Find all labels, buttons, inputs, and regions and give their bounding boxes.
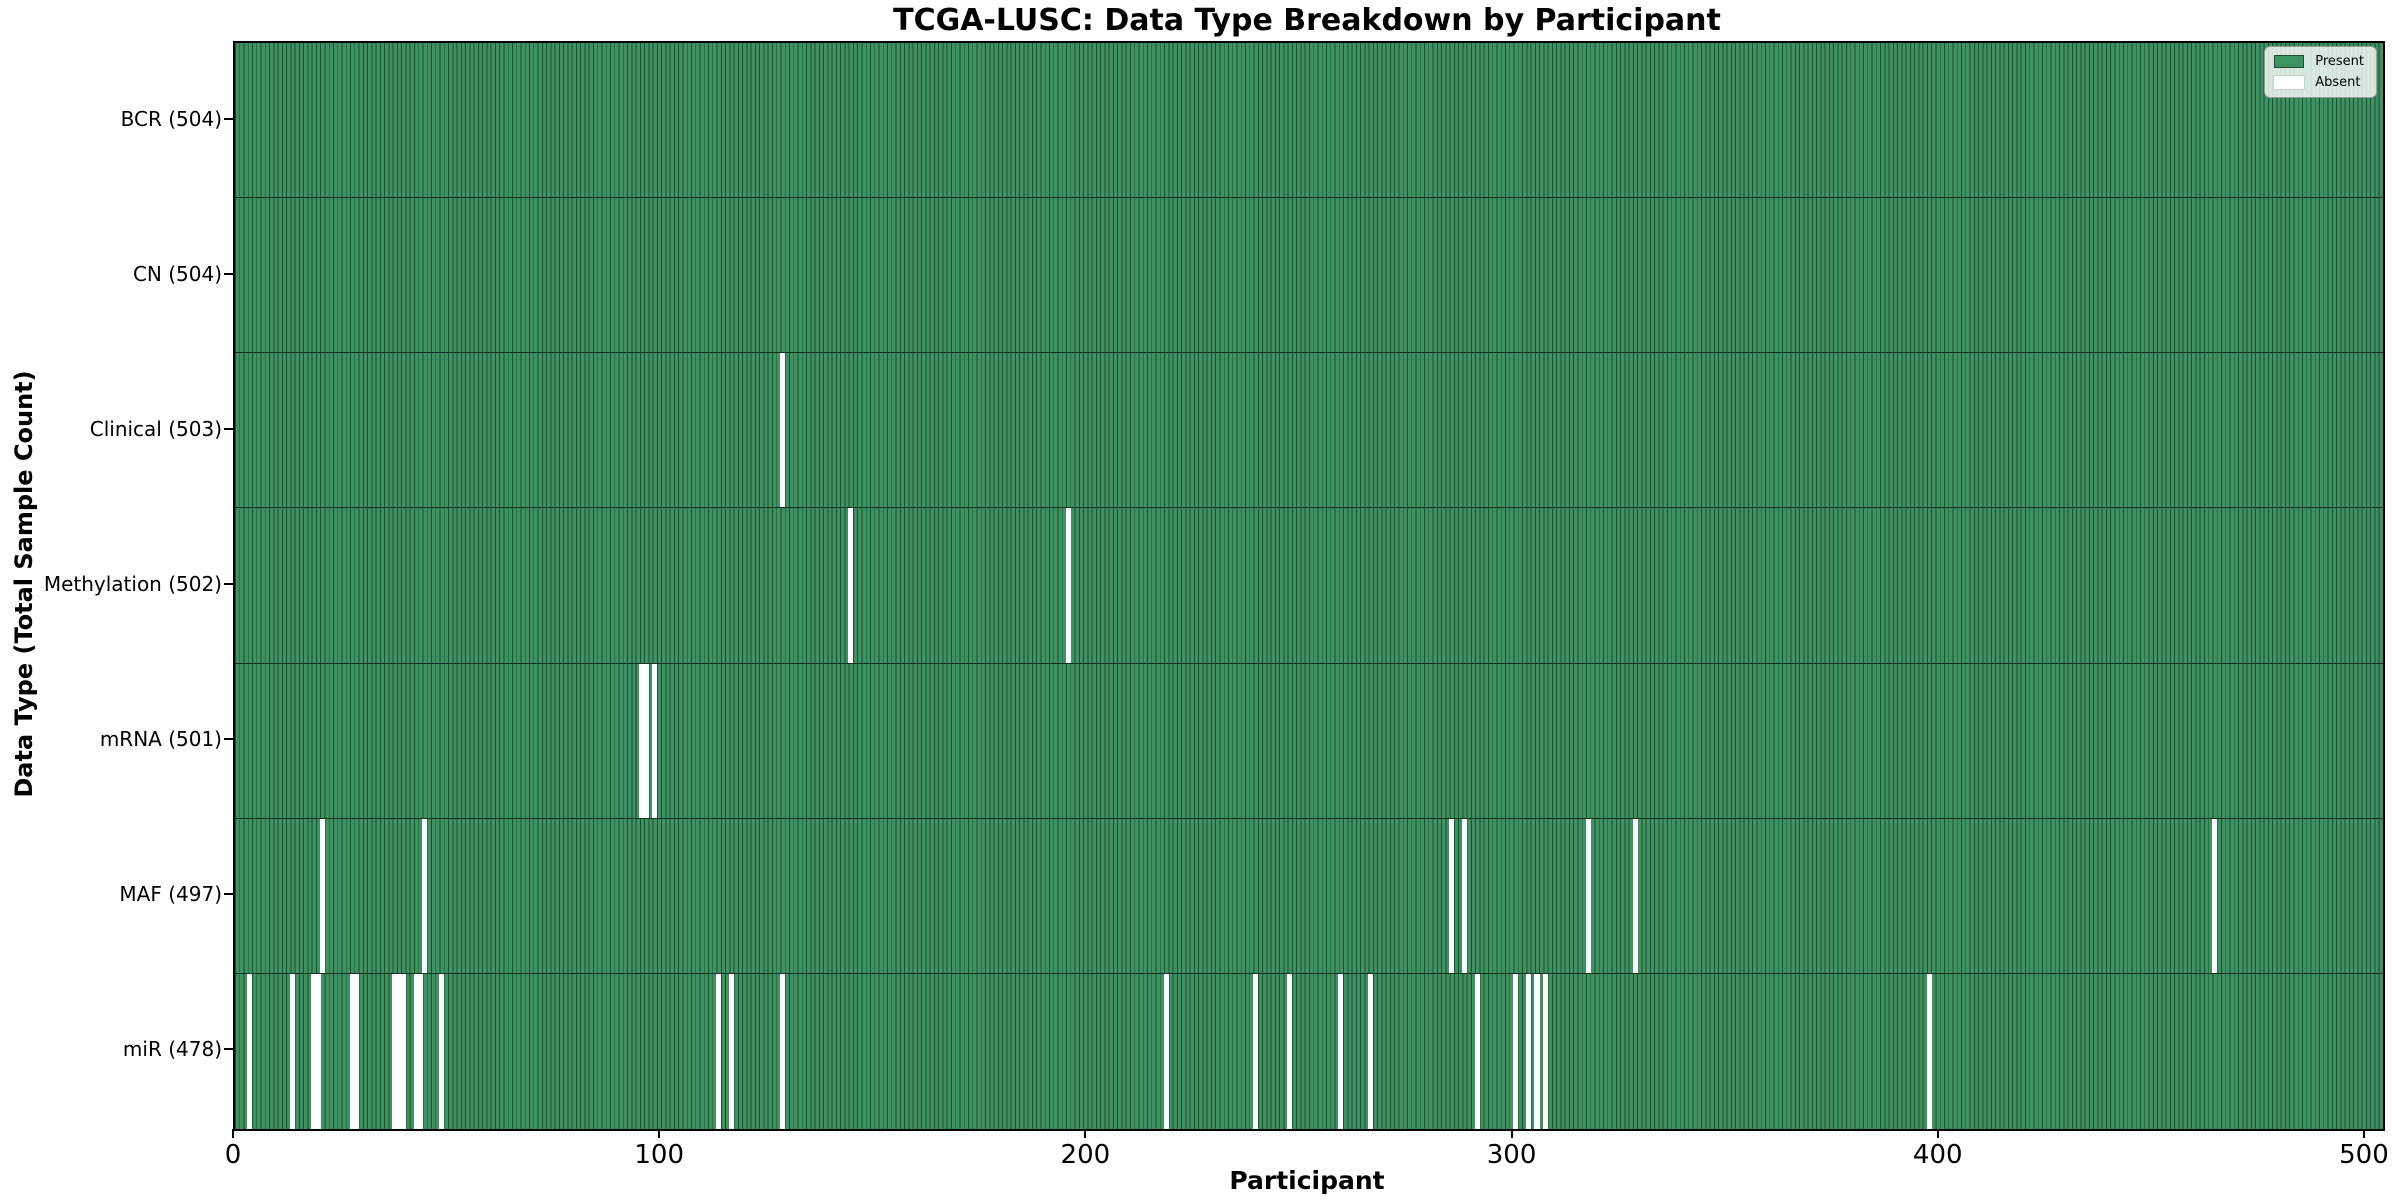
y-tick-label: miR (478) <box>122 1037 222 1062</box>
x-tick-label: 400 <box>1912 1140 1963 1170</box>
absent-gap <box>311 973 317 1129</box>
x-tick-mark <box>1084 1129 1087 1138</box>
absent-gap <box>1368 973 1374 1129</box>
absent-gap <box>780 973 786 1129</box>
absent-gap <box>1253 973 1259 1129</box>
absent-gap <box>1287 973 1293 1129</box>
y-tick-label: MAF (497) <box>119 882 222 907</box>
y-tick-label: BCR (504) <box>120 106 222 131</box>
absent-gap <box>1534 973 1540 1129</box>
x-tick-label: 100 <box>634 1140 684 1170</box>
absent-gap <box>1926 973 1932 1129</box>
plot-row-Methylation <box>235 508 2383 664</box>
absent-gap <box>2212 818 2218 973</box>
absent-gap <box>290 973 296 1129</box>
plot-row-MAF <box>235 818 2383 974</box>
plot-row-Clinical <box>235 353 2383 509</box>
x-tick-mark <box>1510 1129 1513 1138</box>
y-tick-label: Clinical (503) <box>89 416 222 441</box>
absent-gap <box>639 663 645 818</box>
absent-gap <box>1474 973 1480 1129</box>
x-tick-mark <box>1936 1129 1939 1138</box>
y-tick-label: Methylation (502) <box>43 572 222 596</box>
y-tick-mark <box>224 117 233 120</box>
absent-gap <box>247 973 253 1129</box>
absent-gap <box>400 973 406 1129</box>
y-tick-mark <box>224 427 233 430</box>
absent-gap <box>1585 818 1591 973</box>
absent-gap <box>1449 818 1455 973</box>
absent-gap <box>1163 973 1169 1129</box>
absent-gap <box>353 973 359 1129</box>
legend-label-absent: Absent <box>2315 75 2361 90</box>
absent-gap <box>652 663 658 818</box>
absent-gap <box>417 973 423 1129</box>
absent-swatch-icon <box>2274 76 2305 89</box>
absent-gap <box>643 663 649 818</box>
absent-gap <box>413 973 419 1129</box>
absent-gap <box>439 973 445 1129</box>
absent-gap <box>1065 508 1071 663</box>
x-tick-mark <box>2362 1129 2365 1138</box>
absent-gap <box>1632 818 1638 973</box>
x-tick-mark <box>658 1129 661 1138</box>
y-tick-mark <box>224 583 233 585</box>
legend-item-present: Present <box>2274 54 2364 69</box>
absent-gap <box>1525 973 1531 1129</box>
present-swatch-icon <box>2274 55 2305 68</box>
x-tick-label: 0 <box>224 1140 242 1170</box>
plot-row-miR <box>235 973 2383 1129</box>
plot-area: Present Absent <box>233 41 2385 1131</box>
absent-gap <box>319 818 325 973</box>
legend: Present Absent <box>2264 46 2377 98</box>
y-tick-mark <box>224 738 233 741</box>
absent-gap <box>396 973 402 1129</box>
y-tick-mark <box>224 272 233 275</box>
absent-gap <box>716 973 722 1129</box>
x-tick-label: 500 <box>2339 1140 2389 1170</box>
y-tick-label: mRNA (501) <box>99 727 222 752</box>
x-tick-mark <box>232 1129 234 1138</box>
x-axis-label: Participant <box>1229 1166 1385 1195</box>
absent-gap <box>1338 973 1344 1129</box>
absent-gap <box>315 973 321 1129</box>
absent-gap <box>848 508 854 663</box>
plot-row-BCR <box>235 43 2383 199</box>
x-tick-label: 200 <box>1060 1140 1111 1170</box>
plot-row-CN <box>235 198 2383 354</box>
y-tick-label: CN (504) <box>132 261 222 286</box>
absent-gap <box>1462 818 1468 973</box>
absent-gap <box>349 973 355 1129</box>
x-tick-label: 300 <box>1486 1140 1537 1170</box>
y-tick-mark <box>224 893 233 896</box>
absent-gap <box>392 973 398 1129</box>
plot-row-mRNA <box>235 663 2383 819</box>
absent-gap <box>422 818 428 973</box>
absent-gap <box>1543 973 1549 1129</box>
legend-item-absent: Absent <box>2274 75 2364 90</box>
absent-gap <box>1513 973 1519 1129</box>
absent-gap <box>728 973 735 1129</box>
absent-gap <box>780 353 786 508</box>
chart-title: TCGA-LUSC: Data Type Breakdown by Partic… <box>893 3 1721 38</box>
legend-label-present: Present <box>2315 54 2364 69</box>
y-tick-mark <box>224 1048 233 1051</box>
